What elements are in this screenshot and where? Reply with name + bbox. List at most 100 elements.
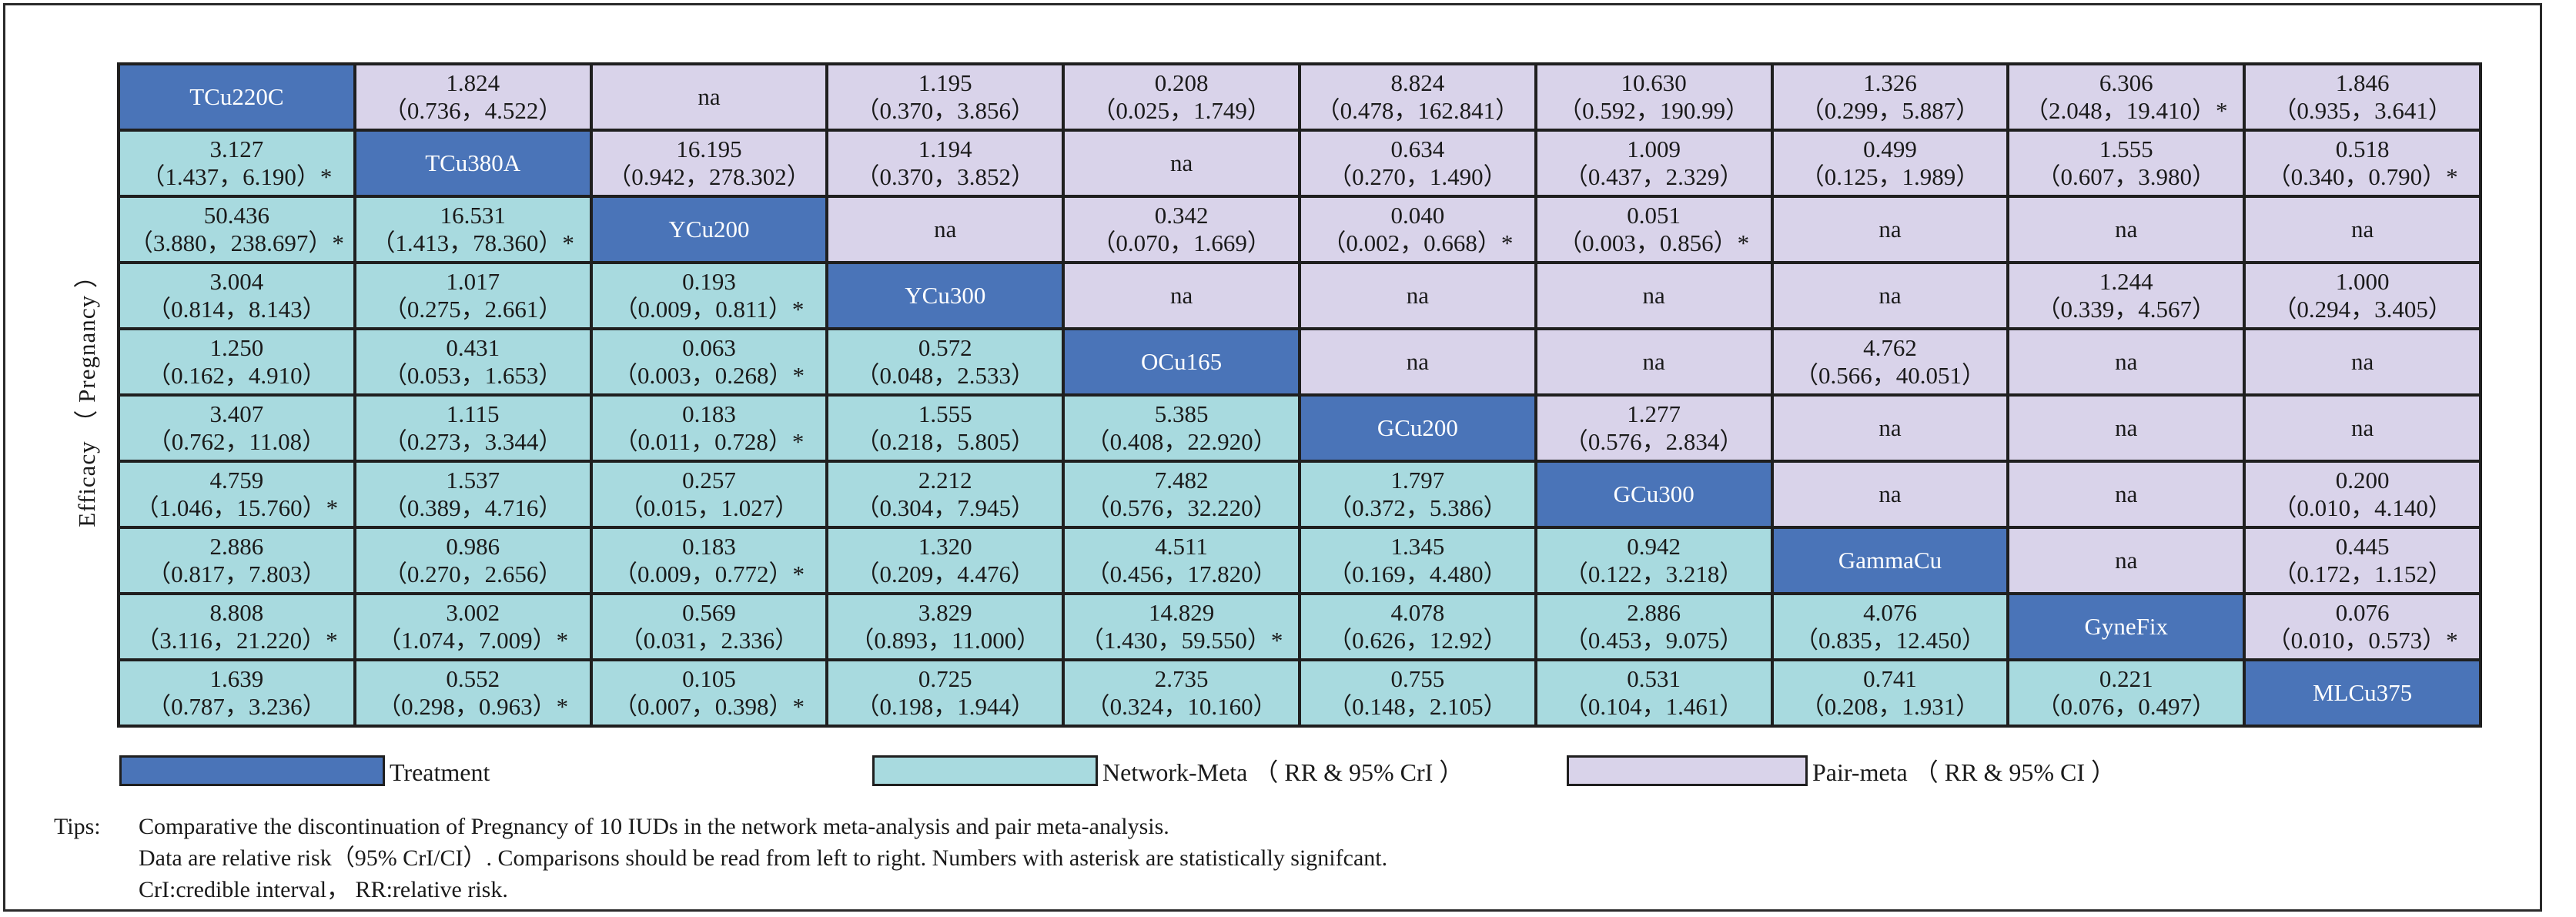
rr-value: na bbox=[1406, 282, 1430, 309]
treatment-label: GCu300 bbox=[1613, 480, 1694, 507]
rr-value: 0.634 bbox=[1390, 136, 1445, 162]
rr-value: 4.762 bbox=[1863, 334, 1917, 361]
network-meta-cell: 0.755 （0.148，2.105） bbox=[1297, 658, 1537, 728]
network-meta-cell: 1.115 （0.273，3.344） bbox=[353, 393, 593, 463]
rr-value: 0.200 bbox=[2335, 467, 2390, 494]
confidence-interval: （0.003，0.268）* bbox=[613, 362, 805, 389]
rr-value: na bbox=[1169, 282, 1193, 309]
network-meta-cell: 3.002 （1.074，7.009）* bbox=[353, 592, 593, 661]
rr-value: 1.555 bbox=[918, 400, 972, 427]
confidence-interval: （3.880，238.697）* bbox=[129, 229, 344, 256]
network-meta-cell: 2.212 （0.304，7.945） bbox=[825, 460, 1066, 529]
confidence-interval: （0.002，0.668）* bbox=[1322, 229, 1514, 256]
confidence-interval: （0.218，5.805） bbox=[855, 428, 1035, 455]
confidence-interval: （0.942，278.302） bbox=[607, 163, 811, 190]
y-axis-label-text: Efficacy （ Pregnancy ） bbox=[72, 263, 100, 527]
network-meta-cell: 0.431 （0.053，1.653） bbox=[353, 327, 593, 397]
pair-meta-cell: 1.846 （0.935，3.641） bbox=[2243, 62, 2482, 132]
network-meta-cell: 0.183 （0.011，0.728）* bbox=[589, 393, 829, 463]
treatment-label: YCu200 bbox=[668, 216, 750, 243]
confidence-interval: （0.370，3.856） bbox=[855, 97, 1035, 124]
treatment-cell: GCu200 bbox=[1297, 393, 1537, 463]
table-row: 1.639 （0.787，3.236） 0.552 （0.298，0.963）* 0.1… bbox=[117, 658, 2482, 728]
network-meta-cell: 3.127 （1.437，6.190）* bbox=[117, 129, 356, 198]
confidence-interval: （0.389，4.716） bbox=[383, 494, 563, 521]
pair-meta-cell: 0.208 （0.025，1.749） bbox=[1062, 62, 1301, 132]
network-meta-cell: 0.741 （0.208，1.931） bbox=[1770, 658, 2010, 728]
rr-value: 0.431 bbox=[446, 334, 500, 361]
rr-value: 0.572 bbox=[918, 334, 972, 361]
rr-value: 0.063 bbox=[682, 334, 736, 361]
network-meta-cell: 0.221 （0.076，0.497） bbox=[2006, 658, 2246, 728]
rr-value: 2.886 bbox=[209, 533, 264, 560]
rr-value: 1.277 bbox=[1627, 400, 1681, 427]
network-meta-cell: 1.537 （0.389，4.716） bbox=[353, 460, 593, 529]
rr-value: na bbox=[1642, 348, 1665, 375]
rr-value: 3.829 bbox=[918, 599, 972, 626]
rr-value: 1.797 bbox=[1390, 467, 1445, 494]
rr-value: na bbox=[2115, 348, 2138, 375]
rr-value: 0.445 bbox=[2335, 533, 2390, 560]
treatment-label: YCu300 bbox=[905, 282, 986, 309]
tips-row-2: Data are relative risk（95% CrI/CI）. Comp… bbox=[54, 842, 1387, 874]
pair-meta-cell: 6.306 （2.048，19.410）* bbox=[2006, 62, 2246, 132]
treatment-cell: YCu300 bbox=[825, 261, 1066, 330]
legend-swatch-pair-meta bbox=[1567, 755, 1808, 786]
rr-value: 1.009 bbox=[1627, 136, 1681, 162]
confidence-interval: （0.148，2.105） bbox=[1328, 693, 1507, 720]
network-meta-cell: 0.183 （0.009，0.772）* bbox=[589, 526, 829, 595]
rr-value: 0.183 bbox=[682, 533, 736, 560]
table-row: 8.808 （3.116，21.220）* 3.002 （1.074，7.009）* 0… bbox=[117, 592, 2482, 661]
rr-value: 5.385 bbox=[1154, 400, 1209, 427]
pair-meta-cell: na bbox=[1770, 460, 2010, 529]
network-meta-cell: 2.886 （0.817，7.803） bbox=[117, 526, 356, 595]
rr-value: na bbox=[2115, 547, 2138, 574]
rr-value: 0.755 bbox=[1390, 665, 1445, 692]
rr-value: 0.942 bbox=[1627, 533, 1681, 560]
confidence-interval: （0.592，190.99） bbox=[1558, 97, 1750, 124]
rr-value: na bbox=[1169, 149, 1193, 176]
confidence-interval: （0.576，2.834） bbox=[1564, 428, 1744, 455]
pair-meta-cell: na bbox=[2006, 327, 2246, 397]
rr-value: 1.824 bbox=[446, 69, 500, 96]
treatment-label: TCu220C bbox=[189, 83, 284, 110]
confidence-interval: （0.048，2.533） bbox=[855, 362, 1035, 389]
confidence-interval: （0.208，1.931） bbox=[1800, 693, 1980, 720]
confidence-interval: （0.275，2.661） bbox=[383, 296, 563, 323]
table-row: 1.250 （0.162，4.910） 0.431 （0.053，1.653） 0.06… bbox=[117, 327, 2482, 397]
confidence-interval: （0.025，1.749） bbox=[1092, 97, 1271, 124]
confidence-interval: （0.576，32.220） bbox=[1086, 494, 1277, 521]
confidence-interval: （0.010，4.140） bbox=[2273, 494, 2452, 521]
confidence-interval: （0.370，3.852） bbox=[855, 163, 1035, 190]
rr-value: 1.194 bbox=[918, 136, 972, 162]
pair-meta-cell: 0.342 （0.070，1.669） bbox=[1062, 195, 1301, 264]
rr-value: na bbox=[2350, 348, 2374, 375]
network-meta-cell: 1.250 （0.162，4.910） bbox=[117, 327, 356, 397]
confidence-interval: （0.787，3.236） bbox=[147, 693, 326, 720]
treatment-label: GammaCu bbox=[1838, 547, 1942, 574]
confidence-interval: （0.478，162.841） bbox=[1316, 97, 1520, 124]
tips-line: CrI:credible interval， RR:relative risk. bbox=[139, 877, 508, 902]
pair-meta-cell: na bbox=[589, 62, 829, 132]
rr-value: na bbox=[2350, 414, 2374, 441]
confidence-interval: （0.076，0.497） bbox=[2036, 693, 2216, 720]
rr-value: 6.306 bbox=[2099, 69, 2153, 96]
rr-value: 0.725 bbox=[918, 665, 972, 692]
pair-meta-cell: na bbox=[2006, 393, 2246, 463]
rr-value: 0.499 bbox=[1863, 136, 1917, 162]
confidence-interval: （0.010，0.573）* bbox=[2267, 627, 2458, 654]
rr-value: 16.195 bbox=[676, 136, 742, 162]
rr-value: 7.482 bbox=[1154, 467, 1209, 494]
pair-meta-cell: 1.277 （0.576，2.834） bbox=[1534, 393, 1774, 463]
league-table-body: TCu220C 1.824 （0.736，4.522） na 1.195 （0.370，3… bbox=[117, 62, 2482, 728]
rr-value: 2.212 bbox=[918, 467, 972, 494]
confidence-interval: （0.736，4.522） bbox=[383, 97, 563, 124]
network-meta-cell: 4.076 （0.835，12.450） bbox=[1770, 592, 2010, 661]
confidence-interval: （0.456，17.820） bbox=[1086, 561, 1277, 587]
tips-line: Data are relative risk（95% CrI/CI）. Comp… bbox=[139, 845, 1388, 871]
treatment-cell: TCu380A bbox=[353, 129, 593, 198]
treatment-label: OCu165 bbox=[1141, 348, 1223, 375]
network-meta-cell: 0.986 （0.270，2.656） bbox=[353, 526, 593, 595]
confidence-interval: （0.015，1.027） bbox=[619, 494, 799, 521]
rr-value: 1.555 bbox=[2099, 136, 2153, 162]
